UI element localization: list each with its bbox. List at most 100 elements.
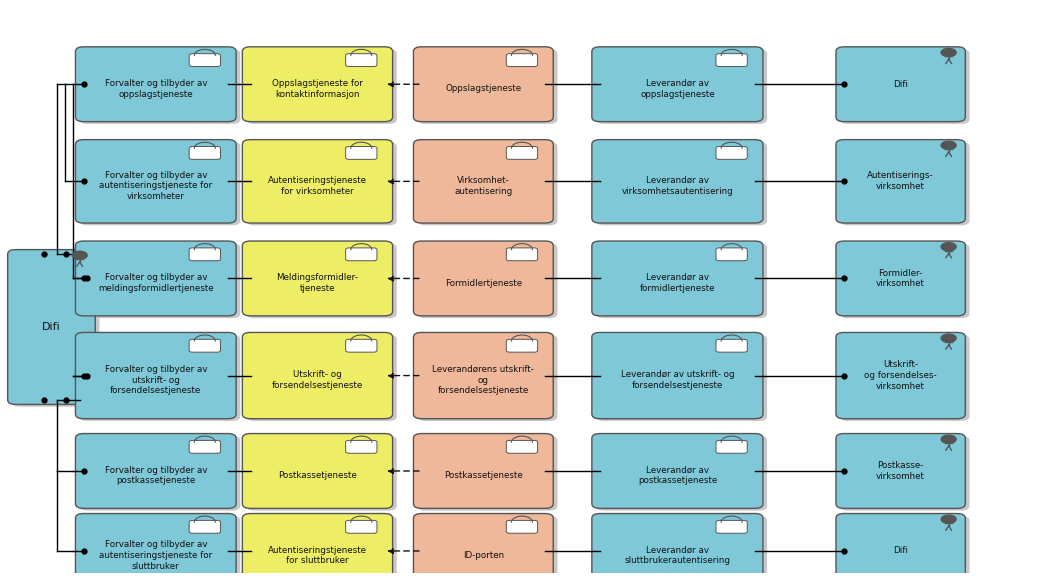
Text: Autentiseringstjeneste
for virksomheter: Autentiseringstjeneste for virksomheter (268, 176, 367, 196)
Text: Formidler-
virksomhet: Formidler- virksomhet (877, 268, 925, 289)
FancyBboxPatch shape (247, 142, 396, 225)
FancyBboxPatch shape (243, 434, 392, 509)
FancyBboxPatch shape (836, 47, 965, 122)
FancyBboxPatch shape (417, 516, 558, 576)
Circle shape (72, 251, 87, 259)
FancyBboxPatch shape (506, 54, 538, 66)
FancyBboxPatch shape (592, 514, 763, 576)
FancyBboxPatch shape (836, 139, 965, 223)
FancyBboxPatch shape (79, 335, 241, 421)
FancyBboxPatch shape (345, 248, 377, 261)
FancyBboxPatch shape (189, 248, 221, 261)
FancyBboxPatch shape (836, 241, 965, 316)
FancyBboxPatch shape (79, 49, 241, 124)
FancyBboxPatch shape (189, 146, 221, 160)
FancyBboxPatch shape (75, 434, 236, 509)
FancyBboxPatch shape (243, 332, 392, 419)
Text: Leverandør av utskrift- og
forsendelsestjeneste: Leverandør av utskrift- og forsendelsest… (620, 370, 734, 390)
FancyBboxPatch shape (596, 243, 767, 318)
Text: Formidlertjeneste: Formidlertjeneste (445, 279, 522, 287)
Text: Leverandørens utskrift-
og
forsendelsestjeneste: Leverandørens utskrift- og forsendelsest… (432, 365, 535, 395)
FancyBboxPatch shape (717, 54, 747, 66)
FancyBboxPatch shape (413, 241, 553, 316)
FancyBboxPatch shape (75, 514, 236, 576)
Text: Autentiseringstjeneste
for sluttbruker: Autentiseringstjeneste for sluttbruker (268, 545, 367, 566)
FancyBboxPatch shape (243, 241, 392, 316)
FancyBboxPatch shape (189, 520, 221, 533)
FancyBboxPatch shape (417, 142, 558, 225)
FancyBboxPatch shape (417, 335, 558, 421)
FancyBboxPatch shape (596, 436, 767, 511)
Circle shape (941, 435, 956, 444)
Text: Postkassetjeneste: Postkassetjeneste (278, 471, 357, 480)
Circle shape (941, 141, 956, 149)
FancyBboxPatch shape (247, 243, 396, 318)
FancyBboxPatch shape (417, 49, 558, 124)
FancyBboxPatch shape (596, 335, 767, 421)
Text: Utskrift- og
forsendelsestjeneste: Utskrift- og forsendelsestjeneste (272, 370, 363, 390)
FancyBboxPatch shape (592, 139, 763, 223)
Text: Forvalter og tilbyder av
meldingsformidlertjeneste: Forvalter og tilbyder av meldingsformidl… (98, 273, 213, 293)
FancyBboxPatch shape (840, 243, 970, 318)
FancyBboxPatch shape (75, 241, 236, 316)
FancyBboxPatch shape (506, 520, 538, 533)
Text: Oppslagstjeneste for
kontaktinformasjon: Oppslagstjeneste for kontaktinformasjon (272, 79, 363, 98)
FancyBboxPatch shape (506, 339, 538, 352)
FancyBboxPatch shape (840, 516, 970, 576)
FancyBboxPatch shape (836, 514, 965, 576)
FancyBboxPatch shape (596, 142, 767, 225)
FancyBboxPatch shape (717, 146, 747, 160)
Text: Forvalter og tilbyder av
autentiseringstjeneste for
virksomheter: Forvalter og tilbyder av autentiseringst… (99, 170, 212, 201)
FancyBboxPatch shape (506, 441, 538, 453)
Text: Leverandør av
sluttbrukerautentisering: Leverandør av sluttbrukerautentisering (624, 545, 730, 566)
FancyBboxPatch shape (840, 436, 970, 511)
FancyBboxPatch shape (79, 436, 241, 511)
FancyBboxPatch shape (413, 47, 553, 122)
Text: Difi: Difi (42, 322, 61, 332)
FancyBboxPatch shape (840, 49, 970, 124)
FancyBboxPatch shape (247, 49, 396, 124)
FancyBboxPatch shape (592, 47, 763, 122)
Text: Leverandør av
oppslagstjeneste: Leverandør av oppslagstjeneste (640, 79, 714, 98)
Text: Leverandør av
virksomhetsautentisering: Leverandør av virksomhetsautentisering (621, 176, 733, 196)
FancyBboxPatch shape (840, 335, 970, 421)
FancyBboxPatch shape (75, 139, 236, 223)
FancyBboxPatch shape (717, 520, 747, 533)
FancyBboxPatch shape (413, 514, 553, 576)
Text: Postkassetjeneste: Postkassetjeneste (444, 471, 523, 480)
Text: Virksomhet-
autentisering: Virksomhet- autentisering (454, 176, 513, 196)
FancyBboxPatch shape (75, 47, 236, 122)
FancyBboxPatch shape (417, 436, 558, 511)
FancyBboxPatch shape (506, 248, 538, 261)
Text: Leverandør av
postkassetjeneste: Leverandør av postkassetjeneste (638, 465, 717, 486)
FancyBboxPatch shape (592, 241, 763, 316)
Circle shape (941, 48, 956, 56)
FancyBboxPatch shape (840, 142, 970, 225)
FancyBboxPatch shape (247, 335, 396, 421)
FancyBboxPatch shape (836, 332, 965, 419)
FancyBboxPatch shape (417, 243, 558, 318)
FancyBboxPatch shape (345, 520, 377, 533)
FancyBboxPatch shape (7, 249, 95, 404)
FancyBboxPatch shape (717, 248, 747, 261)
FancyBboxPatch shape (189, 339, 221, 352)
FancyBboxPatch shape (413, 139, 553, 223)
FancyBboxPatch shape (247, 516, 396, 576)
FancyBboxPatch shape (243, 139, 392, 223)
FancyBboxPatch shape (413, 332, 553, 419)
Text: Forvalter og tilbyder av
oppslagstjeneste: Forvalter og tilbyder av oppslagstjenest… (105, 79, 207, 98)
Text: Autentiserings-
virksomhet: Autentiserings- virksomhet (867, 172, 934, 191)
FancyBboxPatch shape (247, 436, 396, 511)
FancyBboxPatch shape (345, 339, 377, 352)
FancyBboxPatch shape (345, 146, 377, 160)
FancyBboxPatch shape (592, 434, 763, 509)
FancyBboxPatch shape (717, 441, 747, 453)
FancyBboxPatch shape (243, 514, 392, 576)
FancyBboxPatch shape (413, 434, 553, 509)
FancyBboxPatch shape (592, 332, 763, 419)
Circle shape (941, 515, 956, 524)
FancyBboxPatch shape (506, 146, 538, 160)
FancyBboxPatch shape (243, 47, 392, 122)
Text: Forvalter og tilbyder av
postkassetjeneste: Forvalter og tilbyder av postkassetjenes… (105, 465, 207, 486)
Circle shape (941, 334, 956, 342)
